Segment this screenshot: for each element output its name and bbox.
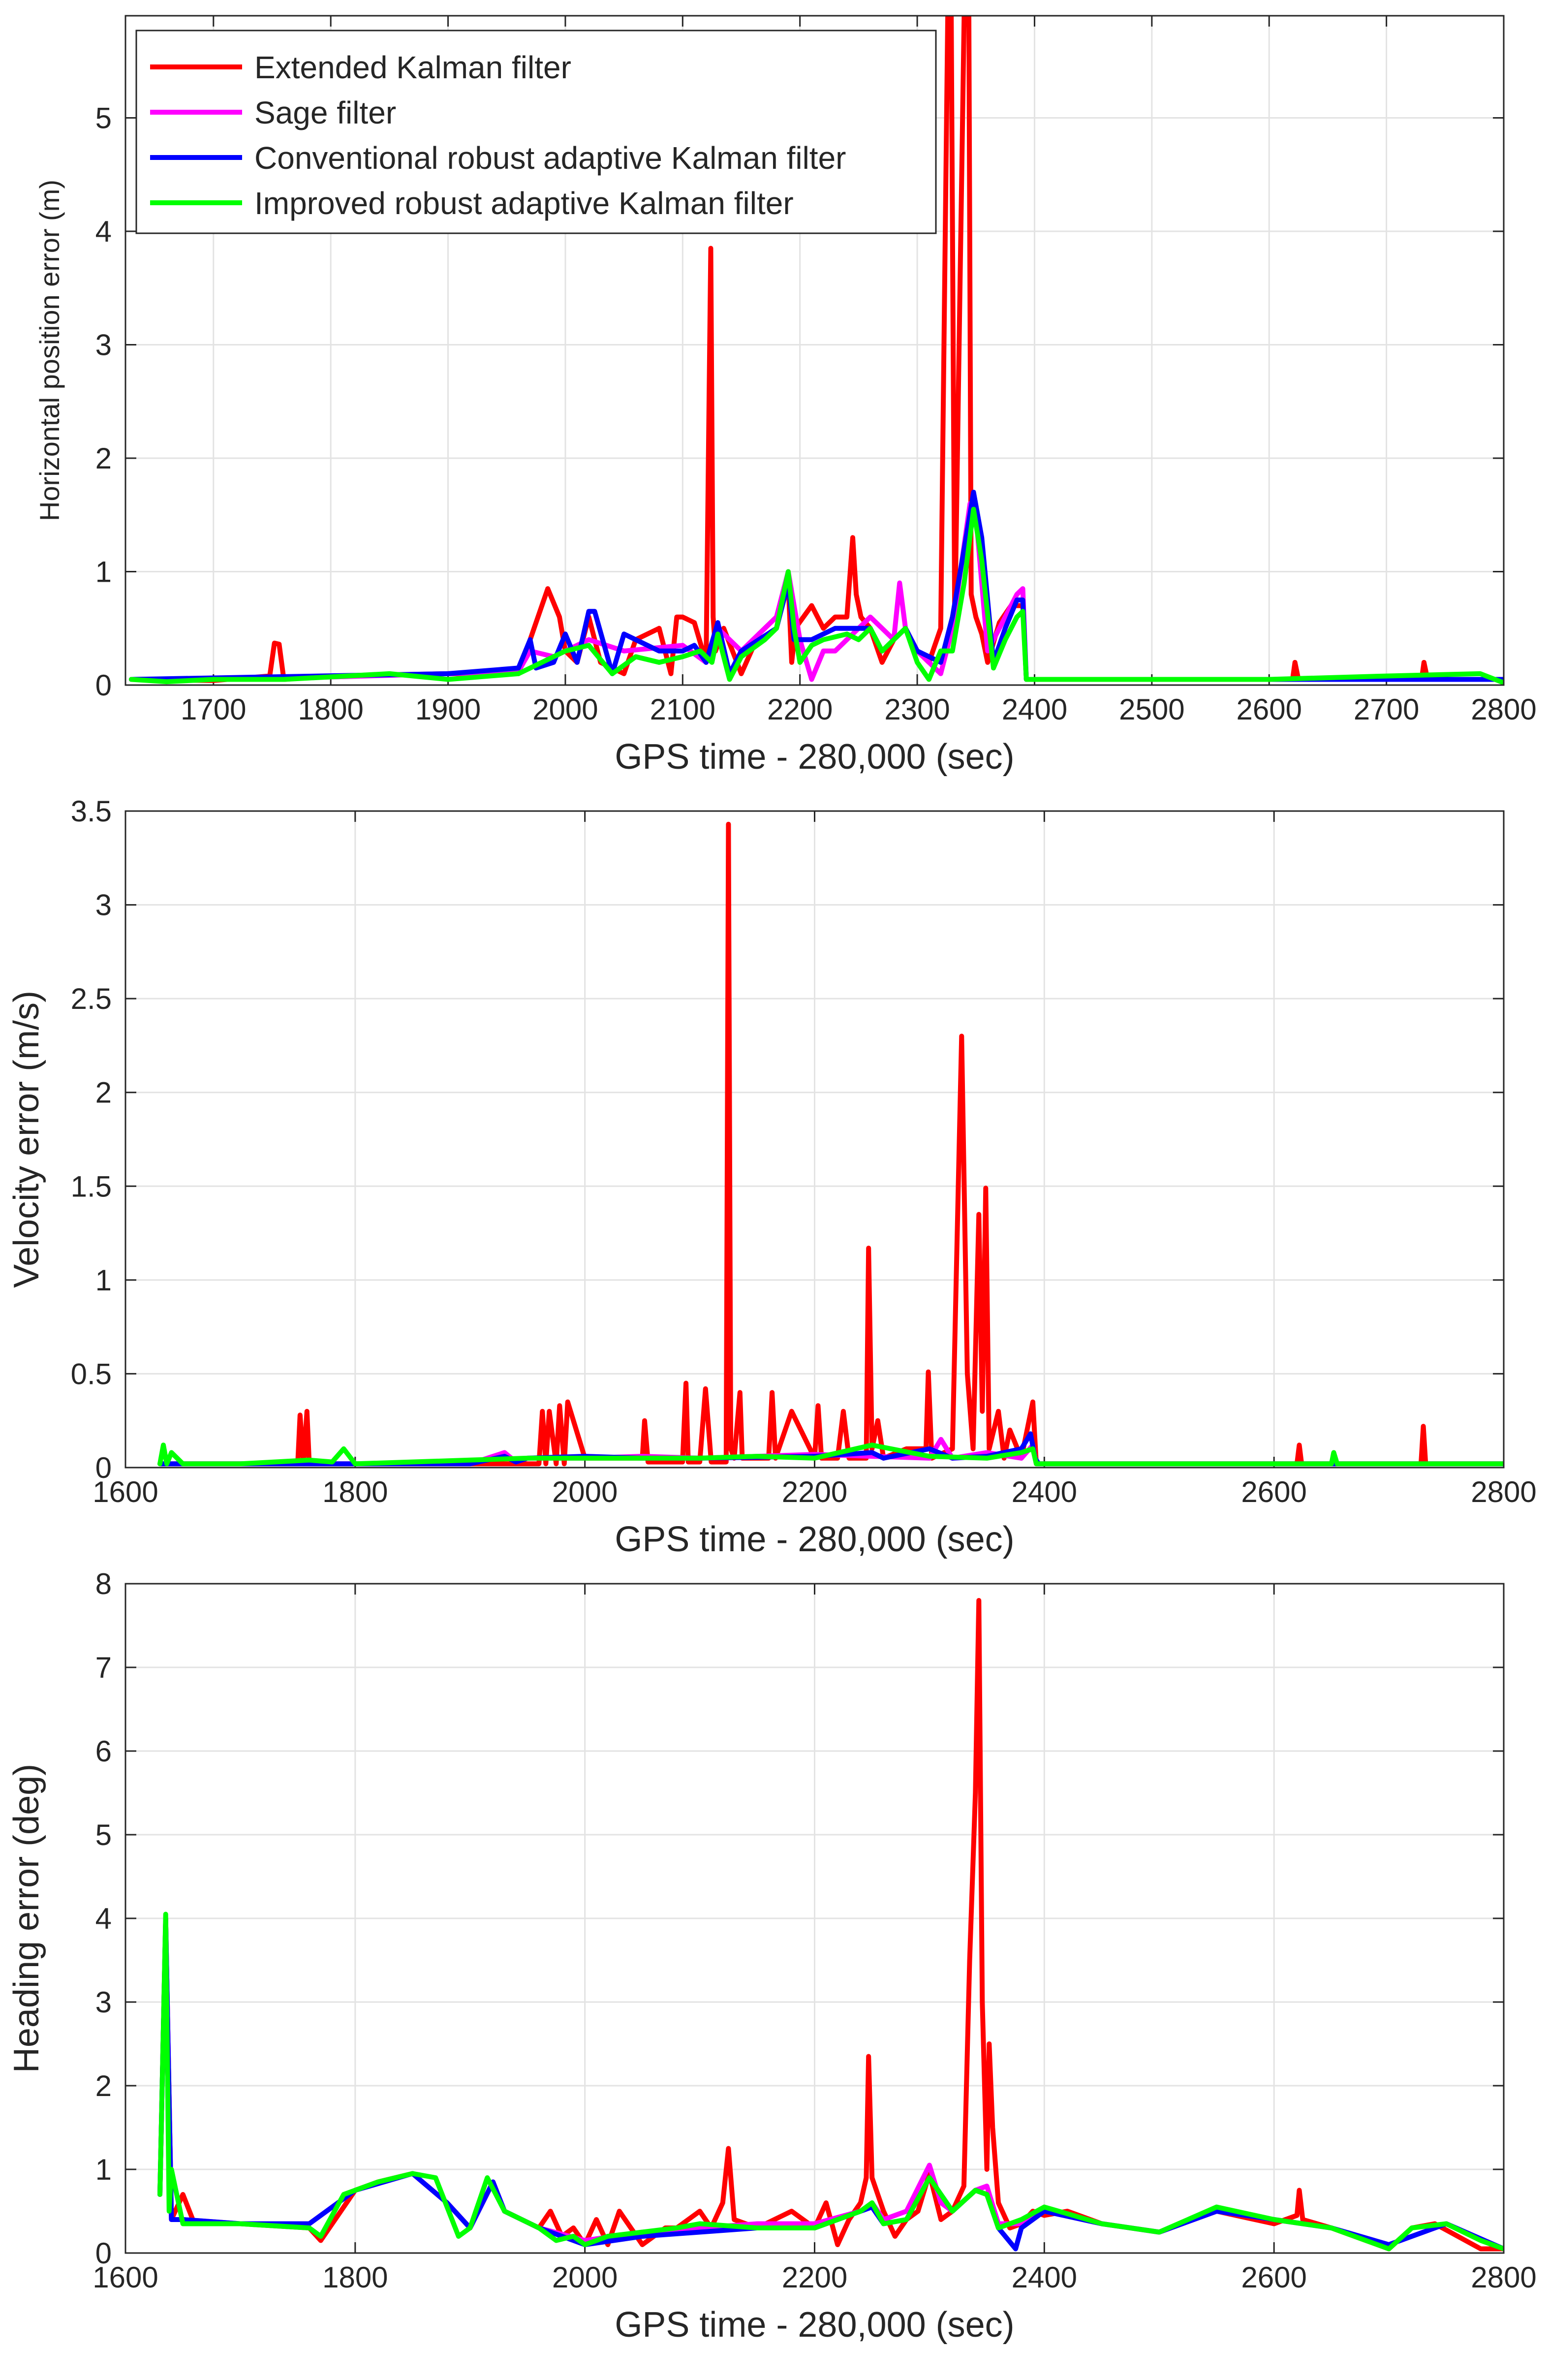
y-axis-label: Velocity error (m/s)	[7, 991, 46, 1288]
x-tick-label: 2600	[1241, 1475, 1306, 1508]
x-tick-label: 2400	[1002, 693, 1067, 726]
x-tick-label: 2200	[782, 1475, 847, 1508]
y-tick-label: 1.5	[71, 1170, 112, 1203]
y-axis-label: Horizontal position error (m)	[34, 180, 65, 521]
x-tick-label: 2600	[1241, 2261, 1306, 2294]
y-tick-label: 2	[95, 2069, 112, 2102]
x-tick-label: 2500	[1119, 693, 1184, 726]
x-tick-label: 2400	[1012, 1475, 1077, 1508]
y-tick-label: 0.5	[71, 1357, 112, 1390]
x-tick-label: 1800	[322, 1475, 388, 1508]
y-tick-label: 2.5	[71, 982, 112, 1015]
x-axis-label: GPS time - 280,000 (sec)	[615, 2305, 1014, 2345]
x-tick-label: 2800	[1471, 1475, 1536, 1508]
x-tick-label: 2800	[1471, 2261, 1536, 2294]
y-axis-label: Heading error (deg)	[7, 1764, 46, 2073]
x-tick-label: 2800	[1471, 693, 1536, 726]
x-tick-label: 2000	[552, 2261, 618, 2294]
x-tick-label: 2700	[1354, 693, 1419, 726]
series-group	[157, 821, 1504, 1467]
y-tick-label: 4	[95, 215, 112, 248]
legend: Extended Kalman filter Sage filter Convent…	[135, 30, 937, 234]
series-line-3	[157, 1431, 1504, 1467]
x-tick-label: 2400	[1012, 2261, 1077, 2294]
series-line-4	[128, 506, 1504, 685]
x-tick-label: 1800	[298, 693, 363, 726]
legend-label: Sage filter	[254, 95, 396, 130]
y-tick-label: 3	[95, 328, 112, 361]
y-tick-label: 0	[95, 2237, 112, 2270]
y-tick-label: 8	[95, 1567, 112, 1600]
y-tick-label: 4	[95, 1902, 112, 1935]
series-group	[157, 1598, 1504, 2252]
legend-box	[135, 30, 937, 234]
series-line-4	[157, 1442, 1504, 1467]
y-tick-label: 1	[95, 1264, 112, 1297]
x-tick-label: 1600	[93, 1475, 158, 1508]
panel-horizontal-position-error: 1700 1800 1900 2000 2100 2200 2300 2400 2500 2600…	[34, 15, 1537, 777]
axes-box	[124, 1583, 1505, 2254]
y-tick-label: 1	[95, 555, 112, 588]
x-tick-label: 2000	[532, 693, 598, 726]
x-tick-label: 1700	[181, 693, 246, 726]
x-axis-label: GPS time - 280,000 (sec)	[615, 1520, 1014, 1559]
axes-box	[124, 810, 1505, 1469]
panel-heading-error: 1600 1800 2000 2200 2400 2600 2800 0 1 2 3 4 5 6 7 8 GPS…	[7, 1567, 1537, 2345]
y-tick-label: 2	[95, 442, 112, 475]
x-tick-label: 2200	[782, 2261, 847, 2294]
series-line-4	[157, 1911, 1504, 2252]
legend-label: Improved robust adaptive Kalman filter	[254, 186, 794, 221]
panel-velocity-error: 1600 1800 2000 2200 2400 2600 2800 0 0.5 1 1.5 2 2.5…	[7, 795, 1537, 1559]
series-group	[128, 16, 1504, 685]
y-tick-label: 5	[95, 101, 112, 134]
y-tick-label: 0	[95, 1451, 112, 1484]
legend-label: Conventional robust adaptive Kalman filt…	[254, 140, 846, 176]
y-tick-label: 5	[95, 1818, 112, 1851]
legend-label: Extended Kalman filter	[254, 50, 571, 85]
x-tick-label: 1600	[93, 2261, 158, 2294]
y-tick-label: 6	[95, 1735, 112, 1768]
y-tick-label: 3.5	[71, 795, 112, 828]
x-tick-label: 2200	[767, 693, 833, 726]
y-tick-label: 1	[95, 2153, 112, 2186]
y-tick-label: 3	[95, 1986, 112, 2019]
x-tick-label: 2000	[552, 1475, 618, 1508]
x-tick-label: 1800	[322, 2261, 388, 2294]
x-tick-label: 2100	[650, 693, 715, 726]
x-tick-label: 2300	[884, 693, 950, 726]
x-tick-label: 1900	[415, 693, 481, 726]
x-tick-label: 2600	[1236, 693, 1301, 726]
y-tick-label: 2	[95, 1076, 112, 1109]
y-tick-label: 3	[95, 889, 112, 922]
axes-box	[124, 15, 1505, 686]
y-tick-label: 0	[95, 669, 112, 702]
y-tick-label: 7	[95, 1651, 112, 1684]
x-axis-label: GPS time - 280,000 (sec)	[615, 737, 1014, 777]
